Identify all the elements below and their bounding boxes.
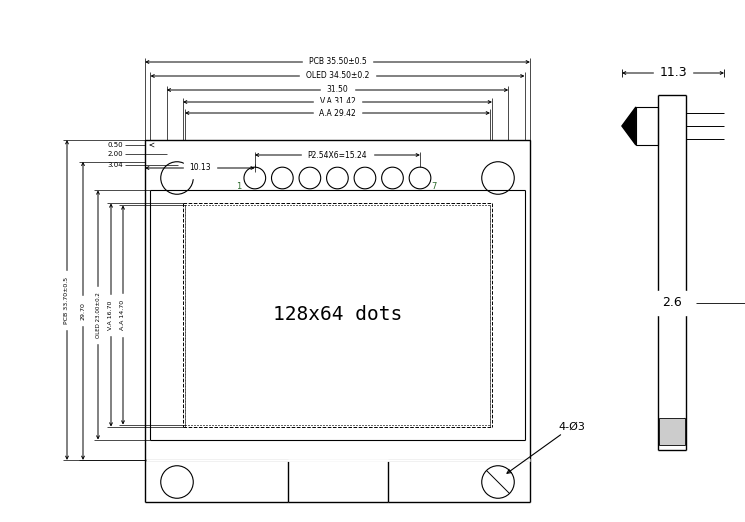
Text: 11.3: 11.3 [659,66,687,79]
Polygon shape [622,107,636,145]
Text: PCB 35.50±0.5: PCB 35.50±0.5 [308,57,367,66]
Text: 3.04: 3.04 [107,162,123,168]
Text: A.A 29.42: A.A 29.42 [319,109,356,117]
Text: 4-Ø3: 4-Ø3 [507,422,585,473]
Text: 2.00: 2.00 [107,151,123,157]
Bar [145,140,530,460]
Text: 1: 1 [235,182,241,191]
Text: 29.70: 29.70 [80,302,86,320]
Text: 0.50: 0.50 [107,142,123,148]
Text: 31.50: 31.50 [326,86,349,94]
Text: 7: 7 [431,182,437,191]
Text: PCB 33.70±0.5: PCB 33.70±0.5 [65,277,69,324]
Bar [659,418,685,445]
Text: 10.13: 10.13 [189,163,211,172]
Text: V.A 31.42: V.A 31.42 [320,98,355,106]
Text: 128x64 dots: 128x64 dots [273,305,402,325]
Text: 2.6: 2.6 [662,296,682,309]
Text: OLED 23.00±0.2: OLED 23.00±0.2 [95,292,101,338]
Bar [636,107,658,145]
Text: OLED 34.50±0.2: OLED 34.50±0.2 [305,72,370,80]
Text: P2.54X6=15.24: P2.54X6=15.24 [308,150,367,160]
Text: A.A 14.70: A.A 14.70 [121,300,125,330]
Text: V.A 16.70: V.A 16.70 [109,300,113,330]
